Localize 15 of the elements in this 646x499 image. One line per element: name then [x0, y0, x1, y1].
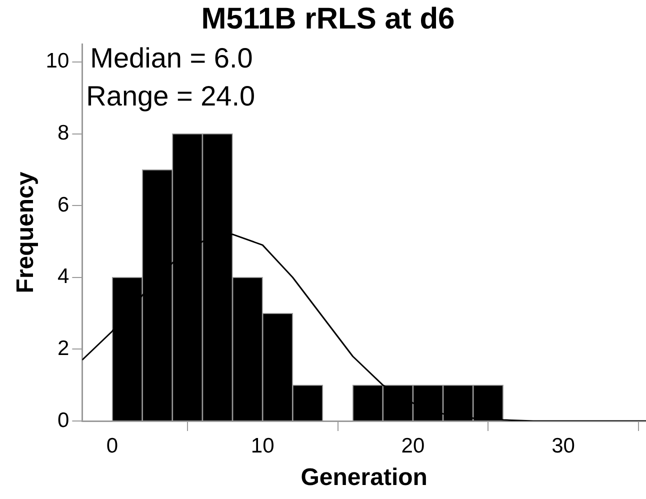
- y-tick-label: 0: [57, 408, 70, 432]
- annotation: Range = 24.0: [86, 80, 256, 112]
- y-tick-label: 8: [57, 122, 70, 145]
- x-tick-label: 0: [106, 434, 118, 458]
- x-axis-title: Generation: [300, 464, 428, 492]
- x-tick-label: 20: [401, 434, 425, 458]
- x-tick-label: 10: [250, 434, 274, 458]
- chart-title: M511B rRLS at d6: [201, 2, 455, 36]
- y-tick-label: 2: [57, 336, 70, 360]
- x-tick-label: 30: [552, 434, 575, 458]
- annotation: Median = 6.0: [90, 42, 253, 74]
- y-tick-label: 4: [57, 265, 70, 288]
- y-tick-label: 6: [57, 193, 70, 216]
- y-tick-label: 10: [46, 50, 70, 73]
- y-axis-title: Frequency: [12, 171, 40, 294]
